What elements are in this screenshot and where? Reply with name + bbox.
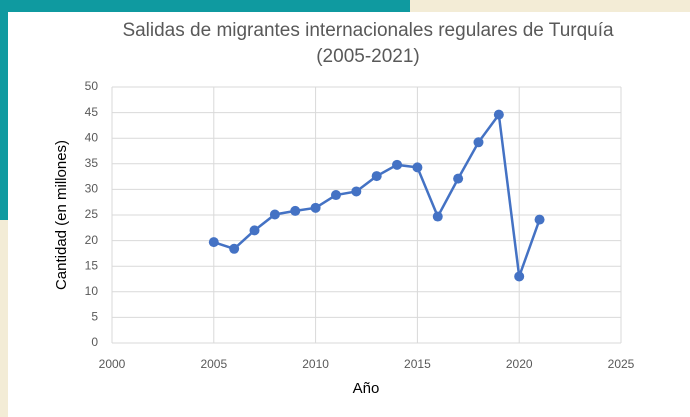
data-point bbox=[392, 159, 403, 170]
data-point bbox=[290, 205, 301, 216]
y-tick-label: 30 bbox=[85, 182, 99, 196]
background-band bbox=[0, 0, 410, 12]
y-tick-label: 15 bbox=[85, 258, 99, 272]
y-tick-label: 0 bbox=[91, 335, 98, 349]
x-tick-label: 2015 bbox=[404, 357, 431, 371]
y-axis-title: Cantidad (en millones) bbox=[53, 140, 70, 290]
data-point bbox=[514, 271, 525, 282]
x-tick-label: 2025 bbox=[608, 357, 635, 371]
y-tick-label: 40 bbox=[85, 130, 99, 144]
y-tick-label: 45 bbox=[85, 105, 99, 119]
y-tick-label: 5 bbox=[91, 310, 98, 324]
data-point bbox=[249, 225, 260, 236]
data-point bbox=[493, 109, 504, 120]
data-point bbox=[371, 171, 382, 182]
background-band bbox=[0, 0, 8, 220]
data-point bbox=[351, 186, 362, 197]
x-tick-label: 2000 bbox=[99, 357, 126, 371]
data-point bbox=[208, 237, 219, 248]
y-tick-label: 35 bbox=[85, 156, 99, 170]
y-tick-label: 25 bbox=[85, 207, 99, 221]
x-tick-label: 2020 bbox=[506, 357, 533, 371]
data-point bbox=[229, 243, 240, 254]
data-point bbox=[453, 173, 464, 184]
data-point bbox=[330, 190, 341, 201]
x-tick-label: 2005 bbox=[200, 357, 227, 371]
data-point bbox=[310, 202, 321, 213]
y-tick-label: 20 bbox=[85, 233, 99, 247]
data-line bbox=[213, 111, 541, 277]
y-tick-label: 50 bbox=[85, 79, 99, 93]
x-tick-label: 2010 bbox=[302, 357, 329, 371]
data-point bbox=[412, 162, 423, 173]
data-point bbox=[534, 214, 545, 225]
data-point bbox=[269, 209, 280, 220]
data-point bbox=[432, 211, 443, 222]
y-tick-label: 10 bbox=[85, 284, 99, 298]
chart-title: Salidas de migrantes internacionales reg… bbox=[122, 20, 614, 67]
data-point bbox=[473, 137, 484, 148]
x-axis-title: Año bbox=[353, 380, 380, 397]
